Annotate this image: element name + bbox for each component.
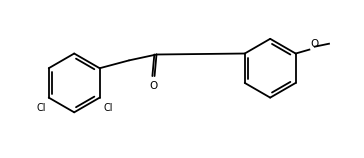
- Text: O: O: [310, 39, 318, 49]
- Text: Cl: Cl: [104, 103, 113, 112]
- Text: O: O: [150, 81, 158, 91]
- Text: Cl: Cl: [37, 103, 47, 112]
